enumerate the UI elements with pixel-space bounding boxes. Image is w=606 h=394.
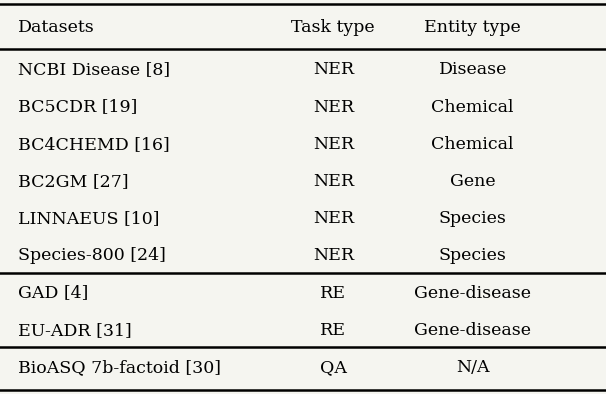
Text: BC2GM [27]: BC2GM [27] xyxy=(18,173,129,190)
Text: N/A: N/A xyxy=(456,359,490,376)
Text: Disease: Disease xyxy=(439,61,507,78)
Text: Species-800 [24]: Species-800 [24] xyxy=(18,247,166,264)
Text: BC4CHEMD [16]: BC4CHEMD [16] xyxy=(18,136,170,153)
Text: Chemical: Chemical xyxy=(431,98,514,115)
Text: GAD [4]: GAD [4] xyxy=(18,284,88,301)
Text: Task type: Task type xyxy=(291,19,375,36)
Text: NER: NER xyxy=(313,247,354,264)
Text: Chemical: Chemical xyxy=(431,136,514,153)
Text: NER: NER xyxy=(313,61,354,78)
Text: QA: QA xyxy=(320,359,347,376)
Text: Entity type: Entity type xyxy=(424,19,521,36)
Text: BC5CDR [19]: BC5CDR [19] xyxy=(18,98,138,115)
Text: BioASQ 7b-factoid [30]: BioASQ 7b-factoid [30] xyxy=(18,359,221,376)
Text: RE: RE xyxy=(321,322,346,339)
Text: Species: Species xyxy=(439,247,507,264)
Text: Gene: Gene xyxy=(450,173,496,190)
Text: NER: NER xyxy=(313,98,354,115)
Text: Species: Species xyxy=(439,210,507,227)
Text: LINNAEUS [10]: LINNAEUS [10] xyxy=(18,210,159,227)
Text: EU-ADR [31]: EU-ADR [31] xyxy=(18,322,132,339)
Text: NCBI Disease [8]: NCBI Disease [8] xyxy=(18,61,170,78)
Text: Gene-disease: Gene-disease xyxy=(414,322,531,339)
Text: RE: RE xyxy=(321,284,346,301)
Text: Gene-disease: Gene-disease xyxy=(414,284,531,301)
Text: Datasets: Datasets xyxy=(18,19,95,36)
Text: NER: NER xyxy=(313,173,354,190)
Text: NER: NER xyxy=(313,136,354,153)
Text: NER: NER xyxy=(313,210,354,227)
